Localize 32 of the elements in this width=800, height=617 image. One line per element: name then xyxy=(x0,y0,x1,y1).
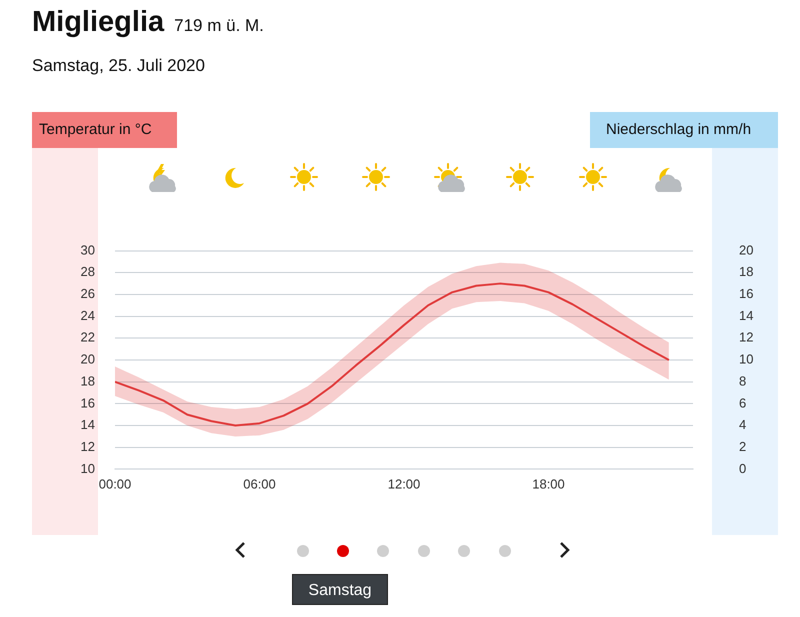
y-tick-label: 10 xyxy=(80,460,95,476)
y-tick-label: 12 xyxy=(80,438,95,454)
y-tick-label: 22 xyxy=(80,330,95,345)
y-tick-label: 16 xyxy=(80,395,95,410)
y2-tick-label: 18 xyxy=(739,264,754,280)
y2-tick-label: 12 xyxy=(739,330,754,345)
y-tick-label: 26 xyxy=(80,286,95,302)
chart-title: Miglieglia xyxy=(32,6,164,38)
y2-tick-label: 16 xyxy=(739,286,754,302)
x-tick-label: 00:00 xyxy=(98,476,132,492)
y2-tick-label: 14 xyxy=(739,308,754,323)
y-tick-label: 18 xyxy=(80,373,95,388)
y2-tick-label: 20 xyxy=(739,242,754,258)
text: Temperatur in °C xyxy=(32,112,177,148)
y-tick-label: 28 xyxy=(80,264,95,280)
y2-tick-label: 10 xyxy=(739,352,754,367)
text: Samstag xyxy=(292,574,388,605)
text: Samstag, 25. Juli 2020 xyxy=(32,56,205,76)
text: Niederschlag in mm/h xyxy=(590,112,778,148)
y2-tick-label: 4 xyxy=(739,417,746,432)
x-tick-label: 12:00 xyxy=(388,476,420,492)
y-tick-label: 24 xyxy=(80,308,95,323)
y-tick-label: 14 xyxy=(80,417,95,432)
x-tick-label: 18:00 xyxy=(532,476,565,492)
y-tick-label: 30 xyxy=(80,242,95,258)
y-tick-label: 20 xyxy=(80,352,95,367)
y2-tick-label: 2 xyxy=(739,438,746,454)
chart-subtitle: 719 m ü. M. xyxy=(174,16,264,35)
y2-tick-label: 6 xyxy=(739,395,746,410)
y2-tick-label: 8 xyxy=(739,373,746,388)
y2-tick-label: 0 xyxy=(739,460,746,476)
x-tick-label: 06:00 xyxy=(243,476,276,492)
